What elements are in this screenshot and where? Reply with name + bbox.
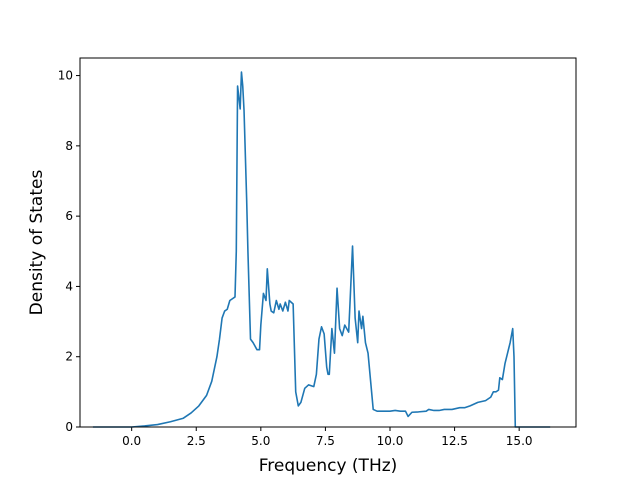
x-tick-label: 7.5 [316,434,335,448]
x-tick-label: 2.5 [187,434,206,448]
series-layer [92,71,551,428]
y-tick-label: 2 [65,350,73,364]
x-tick-label: 0.0 [122,434,141,448]
y-tick-label: 8 [65,139,73,153]
x-tick-label: 5.0 [251,434,270,448]
plot-area-frame [79,57,577,428]
y-tick-label: 10 [58,69,73,83]
y-tick-label: 6 [65,209,73,223]
x-tick-label: 15.0 [506,434,533,448]
y-tick-label: 0 [65,420,73,434]
y-axis-label: Density of States [27,170,47,316]
dos-series-line [92,71,551,428]
ticks-layer: 0.0 2.5 5.0 7.5 10.0 12.5 15.0 0 2 4 6 8 10 [58,69,533,448]
x-axis-label: Frequency (THz) [259,456,398,476]
x-tick-label: 10.0 [377,434,404,448]
x-tick-label: 12.5 [441,434,468,448]
y-tick-label: 4 [65,279,73,293]
